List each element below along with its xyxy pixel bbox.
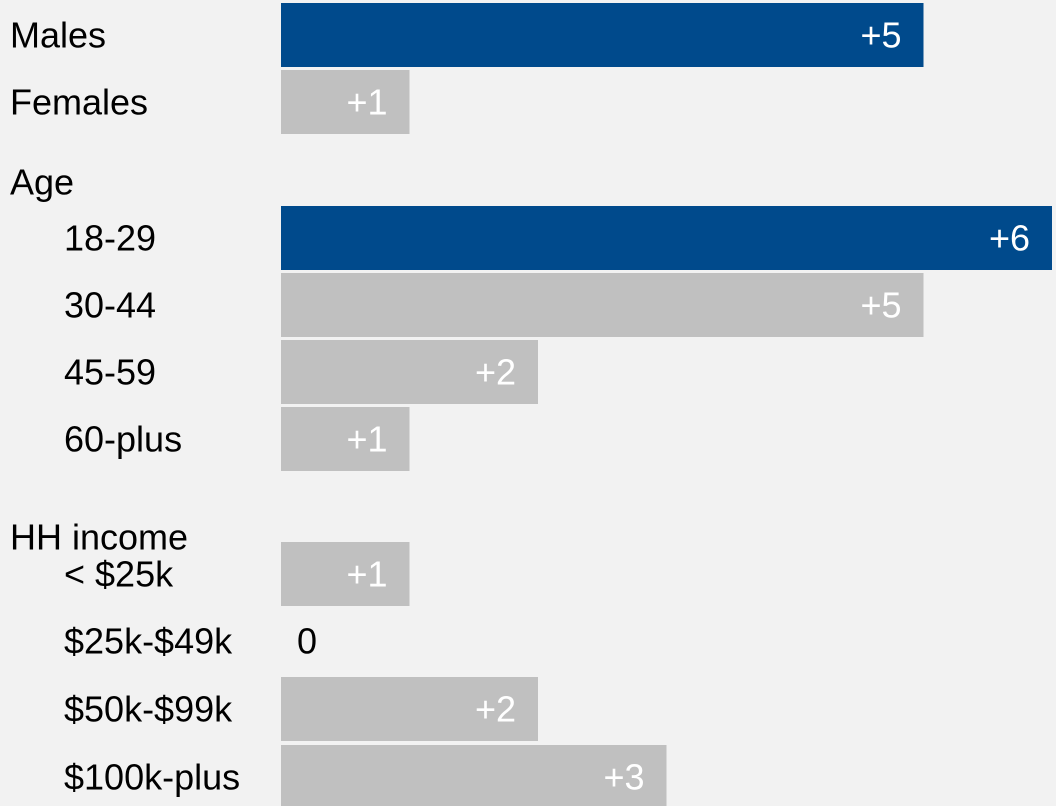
value-label-45-59: +2 [475,352,516,393]
bar-60-plus [281,407,410,471]
bar-females [281,70,410,134]
value-label-30-44: +5 [860,285,901,326]
category-label-50k-99k: $50k-$99k [64,689,233,730]
bar-18-29 [281,206,1052,270]
bar-25k [281,542,410,606]
value-label-18-29: +6 [989,218,1030,259]
category-label-25k-49k: $25k-$49k [64,621,233,662]
bar-males [281,3,924,67]
category-label-45-59: 45-59 [64,352,156,393]
bar-45-59 [281,340,538,404]
group-header-hh-income: HH income [10,517,188,558]
category-label-18-29: 18-29 [64,218,156,259]
category-label-60-plus: 60-plus [64,419,182,460]
category-label-25k: < $25k [64,554,174,595]
value-label-25k: +1 [346,554,387,595]
value-label-males: +5 [860,15,901,56]
group-header-age: Age [10,162,74,203]
value-label-100k-plus: +3 [603,757,644,798]
value-label-females: +1 [346,82,387,123]
bar-30-44 [281,273,924,337]
bar-100k-plus [281,745,667,806]
value-label-25k-49k: 0 [297,621,317,662]
category-label-males: Males [10,15,106,56]
bar-50k-99k [281,677,538,741]
value-label-60-plus: +1 [346,419,387,460]
category-label-100k-plus: $100k-plus [64,757,240,798]
category-label-30-44: 30-44 [64,285,156,326]
category-label-females: Females [10,82,148,123]
value-label-50k-99k: +2 [475,689,516,730]
